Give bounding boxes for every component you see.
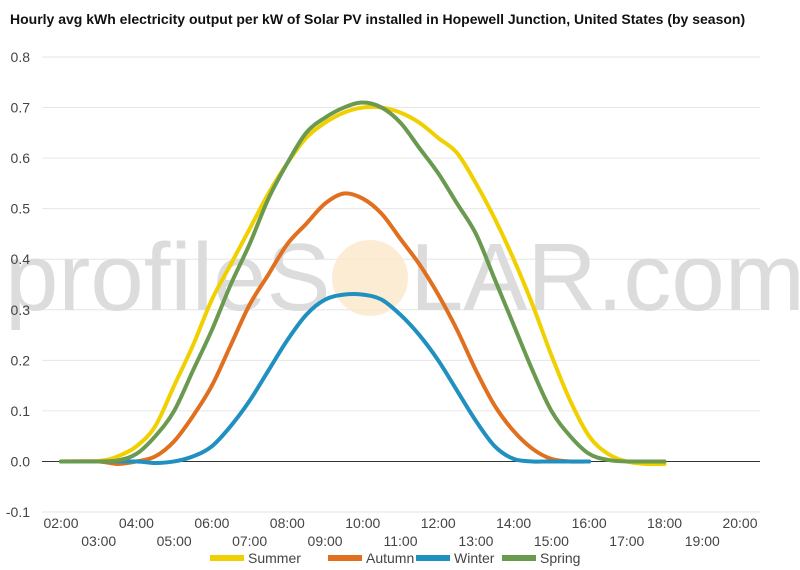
x-tick-label: 16:00 bbox=[572, 515, 607, 531]
y-tick-label: 0.3 bbox=[11, 302, 31, 318]
x-tick-label: 10:00 bbox=[345, 515, 380, 531]
legend-item-summer[interactable]: Summer bbox=[210, 550, 301, 566]
y-tick-label: 0.4 bbox=[11, 251, 31, 267]
y-tick-label: -0.1 bbox=[6, 504, 30, 520]
x-tick-label: 15:00 bbox=[534, 533, 569, 549]
y-tick-label: 0.6 bbox=[11, 150, 31, 166]
legend-swatch bbox=[502, 555, 536, 561]
legend-swatch bbox=[328, 555, 362, 561]
x-tick-label: 20:00 bbox=[722, 515, 757, 531]
watermark: profileS LAR.com bbox=[5, 224, 800, 331]
legend-swatch bbox=[210, 555, 244, 561]
legend-label: Summer bbox=[248, 550, 301, 566]
series-line-summer bbox=[59, 104, 667, 467]
x-tick-label: 19:00 bbox=[685, 533, 720, 549]
y-tick-label: 0.5 bbox=[11, 201, 31, 217]
series-line-winter bbox=[59, 291, 592, 465]
legend-item-winter[interactable]: Winter bbox=[416, 550, 495, 566]
legend-item-spring[interactable]: Spring bbox=[502, 550, 580, 566]
y-axis-tick-labels: 0.8 0.7 0.6 0.5 0.4 0.3 0.2 0.1 0.0 -0.1 bbox=[6, 49, 30, 520]
legend-label: Spring bbox=[540, 550, 580, 566]
x-tick-label: 14:00 bbox=[496, 515, 531, 531]
y-tick-label: 0.1 bbox=[11, 403, 31, 419]
y-tick-label: 0.7 bbox=[11, 100, 31, 116]
x-tick-label: 06:00 bbox=[194, 515, 229, 531]
legend-label: Winter bbox=[454, 550, 495, 566]
y-tick-label: 0.2 bbox=[11, 352, 31, 368]
x-tick-label: 07:00 bbox=[232, 533, 267, 549]
x-tick-label: 12:00 bbox=[421, 515, 456, 531]
watermark-text-right: LAR.com bbox=[410, 224, 800, 331]
series-line-spring bbox=[59, 100, 667, 464]
x-tick-label: 03:00 bbox=[81, 533, 116, 549]
series-lines bbox=[59, 100, 667, 467]
legend-item-autumn[interactable]: Autumn bbox=[328, 550, 414, 566]
x-tick-label: 17:00 bbox=[609, 533, 644, 549]
watermark-text-left: profileS bbox=[5, 224, 331, 331]
x-axis-tick-labels: 02:00 04:00 06:00 08:00 10:00 12:00 14:00 16:00… bbox=[43, 515, 757, 549]
x-tick-label: 11:00 bbox=[384, 533, 418, 549]
x-tick-label: 18:00 bbox=[647, 515, 682, 531]
chart-title: Hourly avg kWh electricity output per kW… bbox=[10, 11, 746, 27]
legend-swatch bbox=[416, 555, 450, 561]
legend: Summer Autumn Winter Spring bbox=[210, 550, 580, 566]
x-tick-label: 09:00 bbox=[308, 533, 343, 549]
watermark-sun-icon bbox=[332, 240, 408, 316]
x-tick-label: 13:00 bbox=[458, 533, 493, 549]
x-tick-label: 04:00 bbox=[119, 515, 154, 531]
y-tick-label: 0.0 bbox=[11, 453, 31, 469]
legend-label: Autumn bbox=[366, 550, 414, 566]
series-line-autumn bbox=[59, 191, 592, 466]
y-tick-label: 0.8 bbox=[11, 49, 31, 65]
x-tick-label: 05:00 bbox=[157, 533, 192, 549]
x-tick-label: 08:00 bbox=[270, 515, 305, 531]
x-tick-label: 02:00 bbox=[43, 515, 78, 531]
